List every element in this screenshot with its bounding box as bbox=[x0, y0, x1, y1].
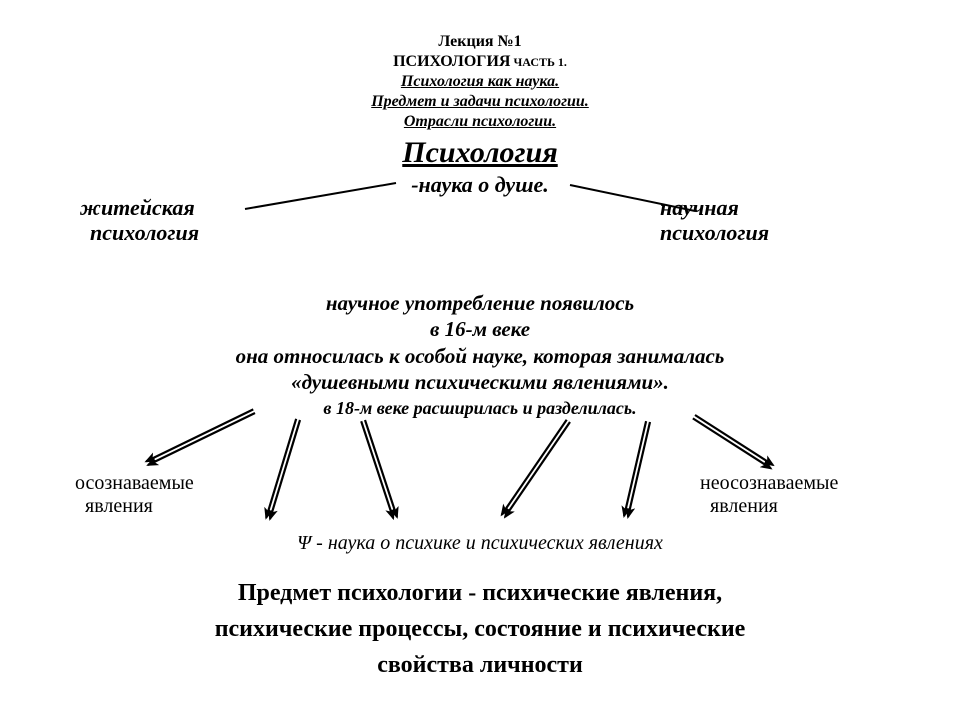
arrow-4 bbox=[628, 422, 650, 517]
arrow-0 bbox=[148, 413, 255, 465]
arrow-3-shadow bbox=[502, 420, 567, 515]
psi-text: - наука о психике и психических явлениях bbox=[311, 532, 663, 554]
arrow-4-shadow bbox=[624, 421, 646, 516]
branch-bottom-left-l2: явления bbox=[75, 495, 194, 518]
arrow-1 bbox=[270, 420, 300, 519]
arrow-3 bbox=[505, 422, 570, 517]
arrow-5-shadow bbox=[693, 418, 771, 468]
arrow-1-shadow bbox=[266, 419, 296, 518]
conclusion-l1: Предмет психологии - психические явления… bbox=[0, 575, 960, 611]
branch-bottom-right: неосознаваемые явления bbox=[700, 472, 838, 518]
branch-bottom-right-l1: неосознаваемые bbox=[700, 472, 838, 495]
conclusion-l2: психические процессы, состояние и психич… bbox=[0, 611, 960, 647]
slide-canvas: { "meta": { "width": 960, "height": 720,… bbox=[0, 0, 960, 720]
branch-bottom-left-l1: осознаваемые bbox=[75, 472, 194, 495]
branch-bottom-right-l2: явления bbox=[700, 495, 838, 518]
arrow-5 bbox=[695, 415, 773, 465]
branch-bottom-left: осознаваемые явления bbox=[75, 472, 194, 518]
conclusion-l3: свойства личности bbox=[0, 647, 960, 683]
psi-symbol: Ψ bbox=[297, 532, 311, 554]
psi-line: Ψ - наука о психике и психических явлени… bbox=[0, 532, 960, 555]
arrow-2-shadow bbox=[361, 421, 393, 518]
conclusion-block: Предмет психологии - психические явления… bbox=[0, 575, 960, 683]
arrow-2 bbox=[365, 420, 397, 517]
arrow-0-shadow bbox=[146, 409, 253, 461]
